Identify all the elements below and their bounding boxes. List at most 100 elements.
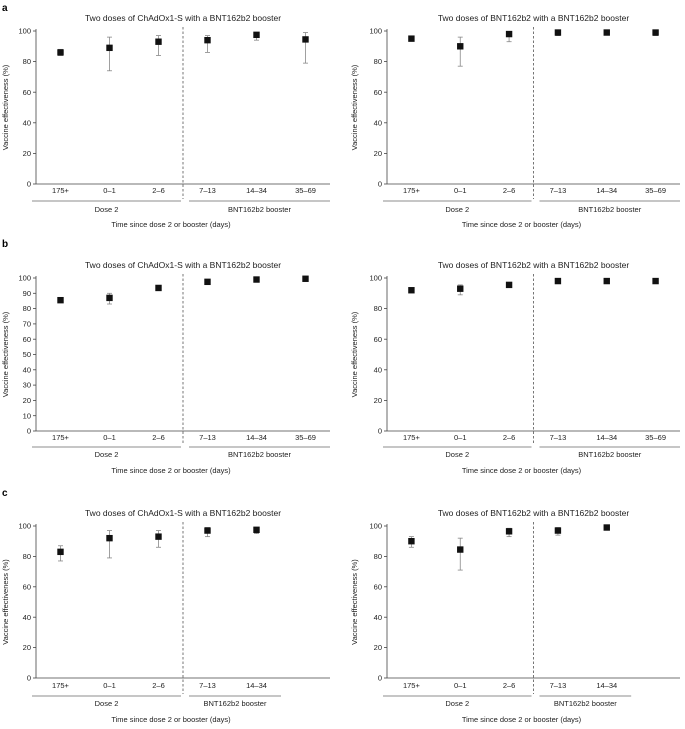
y-tick-label: 100	[369, 274, 382, 283]
data-point	[554, 29, 562, 36]
x-tick-label: 14–34	[596, 681, 617, 690]
y-tick-label: 80	[23, 304, 31, 313]
chart-c-1: Two doses of ChAdOx1-S with a BNT162b2 b…	[1, 508, 330, 724]
chart-a-2: Two doses of BNT162b2 with a BNT162b2 bo…	[350, 13, 680, 229]
data-point	[408, 35, 415, 42]
y-tick-label: 20	[374, 643, 382, 652]
x-tick-label: 2–6	[152, 186, 165, 195]
data-point	[457, 43, 464, 50]
x-tick-label: 175+	[52, 433, 70, 442]
chart-title: Two doses of BNT162b2 with a BNT162b2 bo…	[438, 508, 630, 518]
chart-title: Two doses of BNT162b2 with a BNT162b2 bo…	[438, 13, 630, 23]
y-tick-label: 40	[23, 365, 31, 374]
data-point	[204, 36, 211, 44]
x-tick-label: 14–34	[246, 433, 267, 442]
y-axis-label: Vaccine effectiveness (%)	[350, 559, 359, 645]
x-tick-label: 0–1	[103, 681, 116, 690]
data-point	[554, 527, 562, 534]
data-point	[457, 285, 464, 292]
y-tick-label: 10	[23, 411, 31, 420]
x-tick-label: 7–13	[199, 681, 216, 690]
data-point	[603, 524, 610, 531]
data-point	[57, 296, 64, 304]
group-label: Dose 2	[445, 699, 469, 708]
data-point	[155, 284, 162, 292]
x-tick-label: 2–6	[503, 681, 516, 690]
y-tick-label: 40	[23, 613, 31, 622]
x-tick-label: 175+	[403, 681, 421, 690]
x-axis-label: Time since dose 2 or booster (days)	[462, 466, 582, 475]
y-axis-label: Vaccine effectiveness (%)	[1, 64, 10, 150]
x-tick-label: 175+	[52, 681, 70, 690]
y-tick-label: 60	[23, 582, 31, 591]
y-tick-label: 100	[18, 522, 31, 531]
y-tick-label: 60	[374, 335, 382, 344]
x-tick-label: 0–1	[103, 433, 116, 442]
chart-title: Two doses of BNT162b2 with a BNT162b2 bo…	[438, 260, 630, 270]
y-axis-label: Vaccine effectiveness (%)	[350, 64, 359, 150]
data-point	[106, 294, 113, 302]
x-tick-label: 14–34	[246, 681, 267, 690]
x-tick-label: 0–1	[454, 681, 467, 690]
x-tick-label: 7–13	[550, 433, 567, 442]
group-label: BNT162b2 booster	[578, 450, 641, 459]
x-tick-label: 7–13	[199, 186, 216, 195]
data-point	[408, 287, 415, 294]
x-axis-label: Time since dose 2 or booster (days)	[111, 715, 231, 724]
y-tick-label: 60	[23, 335, 31, 344]
x-tick-label: 0–1	[103, 186, 116, 195]
panel-letter-b: b	[2, 239, 8, 250]
y-tick-label: 90	[23, 289, 31, 298]
chart-title: Two doses of ChAdOx1-S with a BNT162b2 b…	[85, 13, 281, 23]
x-tick-label: 0–1	[454, 433, 467, 442]
x-tick-label: 35–69	[295, 433, 316, 442]
chart-title: Two doses of ChAdOx1-S with a BNT162b2 b…	[85, 260, 281, 270]
data-point	[253, 31, 260, 39]
data-point	[253, 526, 260, 533]
x-tick-label: 2–6	[503, 433, 516, 442]
y-tick-label: 20	[23, 149, 31, 158]
group-label: BNT162b2 booster	[578, 205, 641, 214]
y-tick-label: 60	[374, 88, 382, 97]
y-tick-label: 0	[378, 427, 382, 436]
y-tick-label: 100	[369, 522, 382, 531]
x-axis-label: Time since dose 2 or booster (days)	[111, 466, 231, 475]
x-tick-label: 7–13	[550, 186, 567, 195]
y-tick-label: 80	[374, 57, 382, 66]
y-tick-label: 0	[27, 427, 31, 436]
data-point	[155, 533, 162, 540]
chart-a-1: Two doses of ChAdOx1-S with a BNT162b2 b…	[1, 13, 330, 229]
data-point	[457, 546, 464, 553]
y-tick-label: 30	[23, 381, 31, 390]
y-tick-label: 20	[23, 396, 31, 405]
x-axis-label: Time since dose 2 or booster (days)	[462, 715, 582, 724]
group-label: BNT162b2 booster	[554, 699, 617, 708]
y-tick-label: 0	[27, 674, 31, 683]
data-point	[603, 29, 610, 36]
chart-b-1: Two doses of ChAdOx1-S with a BNT162b2 b…	[1, 260, 330, 475]
y-axis-label: Vaccine effectiveness (%)	[1, 311, 10, 397]
y-tick-label: 80	[23, 57, 31, 66]
data-point	[603, 277, 610, 285]
x-tick-label: 7–13	[199, 433, 216, 442]
y-tick-label: 70	[23, 320, 31, 329]
group-label: Dose 2	[445, 450, 469, 459]
chart-c-2: Two doses of BNT162b2 with a BNT162b2 bo…	[350, 508, 680, 724]
y-tick-label: 20	[374, 396, 382, 405]
group-label: BNT162b2 booster	[228, 205, 291, 214]
y-tick-label: 40	[374, 365, 382, 374]
x-tick-label: 175+	[403, 433, 421, 442]
data-point	[408, 538, 415, 545]
y-tick-label: 100	[18, 27, 31, 36]
group-label: BNT162b2 booster	[204, 699, 267, 708]
y-axis-label: Vaccine effectiveness (%)	[1, 559, 10, 645]
y-tick-label: 40	[374, 613, 382, 622]
y-tick-label: 80	[23, 552, 31, 561]
x-tick-label: 35–69	[295, 186, 316, 195]
data-point	[302, 275, 309, 282]
y-tick-label: 80	[374, 552, 382, 561]
data-point	[57, 49, 64, 56]
data-point	[554, 277, 562, 285]
x-tick-label: 35–69	[645, 186, 666, 195]
